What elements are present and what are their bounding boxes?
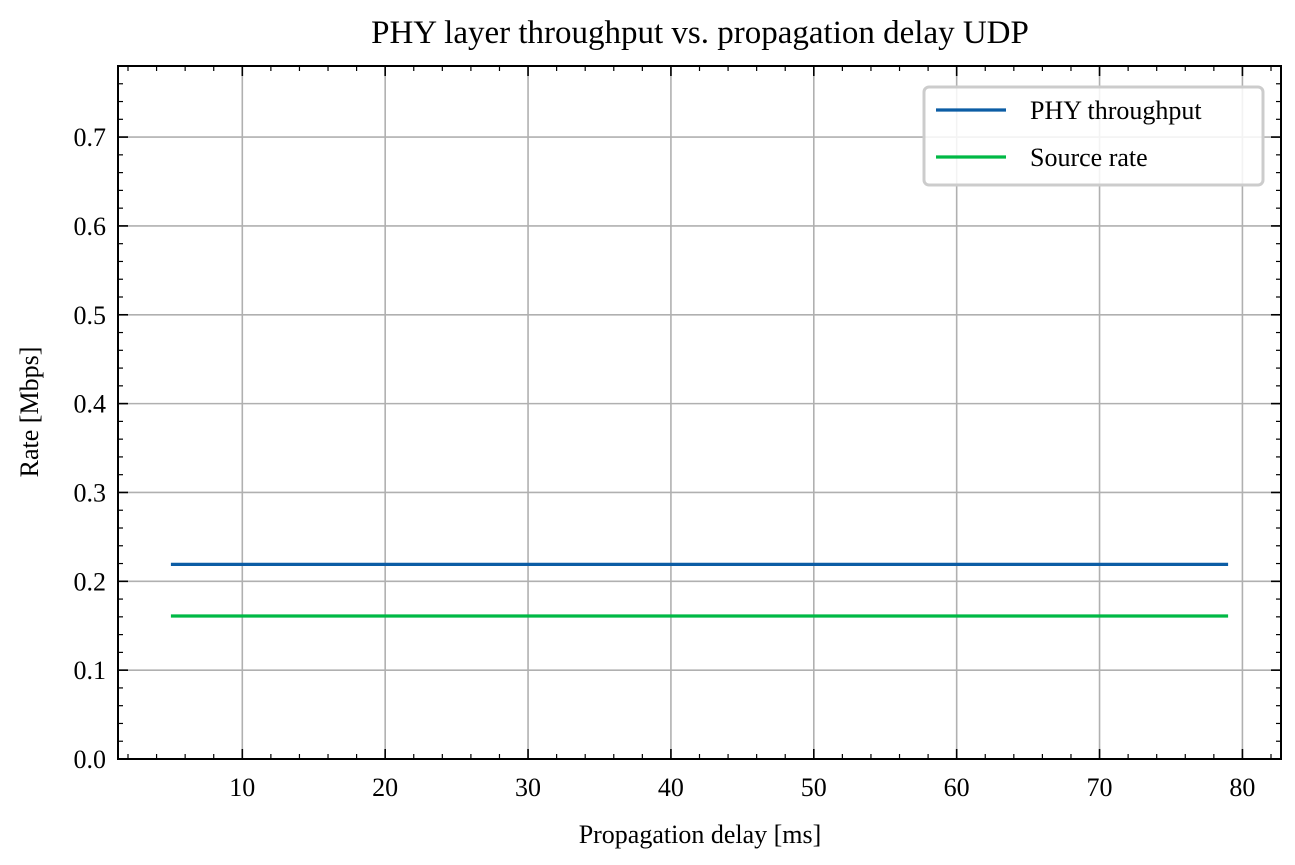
axis-ticks <box>118 65 1281 760</box>
series-lines <box>170 562 1229 618</box>
x-tick-label: 20 <box>372 773 398 802</box>
x-tick-labels: 10 20 30 40 50 60 70 80 <box>229 773 1255 802</box>
x-tick-label: 40 <box>658 773 684 802</box>
y-tick-label: 0.4 <box>74 390 107 419</box>
x-axis-label: Propagation delay [ms] <box>579 820 822 849</box>
chart-title: PHY layer throughput vs. propagation del… <box>371 15 1029 51</box>
y-tick-label: 0.7 <box>74 123 107 152</box>
y-axis-label: Rate [Mbps] <box>15 347 44 478</box>
y-tick-label: 0.6 <box>74 212 107 241</box>
x-tick-label: 30 <box>515 773 541 802</box>
y-tick-label: 0.5 <box>74 301 107 330</box>
y-tick-label: 0.2 <box>74 567 107 596</box>
y-tick-labels: 0.0 0.1 0.2 0.3 0.4 0.5 0.6 0.7 <box>74 123 107 774</box>
y-tick-label: 0.0 <box>74 745 107 774</box>
legend: PHY throughput Source rate <box>922 85 1265 187</box>
x-tick-label: 10 <box>229 773 255 802</box>
x-tick-label: 70 <box>1087 773 1113 802</box>
legend-label: Source rate <box>1030 143 1148 172</box>
y-tick-label: 0.3 <box>74 478 107 507</box>
x-tick-label: 50 <box>801 773 827 802</box>
x-tick-label: 60 <box>944 773 970 802</box>
legend-label: PHY throughput <box>1030 96 1202 125</box>
y-tick-label: 0.1 <box>74 656 107 685</box>
legend-box <box>922 85 1265 187</box>
x-tick-label: 80 <box>1229 773 1255 802</box>
